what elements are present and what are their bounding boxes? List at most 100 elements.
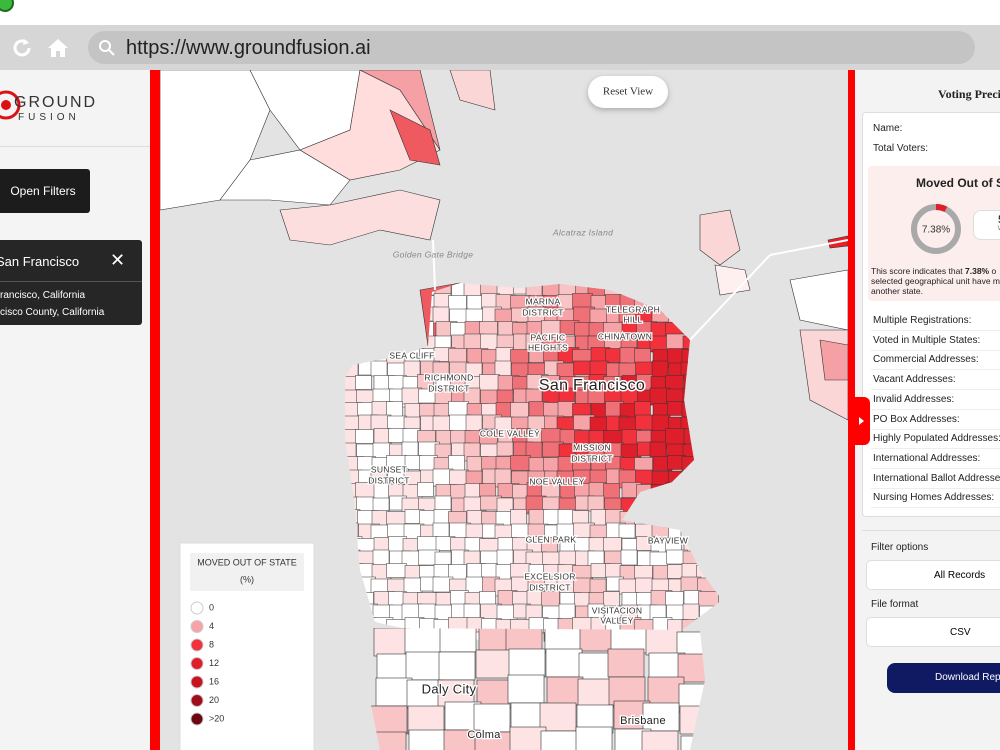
- map-label: HILL: [623, 314, 642, 324]
- tract: [370, 705, 408, 735]
- tract: [573, 577, 593, 594]
- tract: [539, 702, 577, 732]
- map-label: DISTRICT: [368, 475, 410, 485]
- tract: [508, 648, 546, 678]
- tract: [540, 730, 578, 750]
- divider: [0, 281, 142, 282]
- tract: [641, 730, 679, 750]
- location-line: cisco County, California: [0, 307, 105, 318]
- tract: [543, 509, 560, 525]
- legend-title: MOVED OUT OF STATE: [197, 557, 297, 567]
- tract: [370, 360, 388, 377]
- map-label: PACIFIC: [530, 332, 565, 342]
- side-value: 5: [988, 214, 1000, 226]
- row-divider: [871, 428, 1000, 430]
- tract: [408, 729, 446, 750]
- tract: [665, 375, 684, 390]
- tract: [546, 676, 584, 706]
- legend-label: 8: [209, 639, 214, 649]
- tract: [509, 726, 547, 750]
- field-label: Name:: [873, 123, 903, 134]
- field-label: Commercial Addresses:: [873, 354, 979, 366]
- tract: [635, 414, 653, 431]
- score-box: Moved Out of St 7.38% 5 Va This score in…: [868, 166, 1000, 301]
- description-text: o: [991, 266, 997, 276]
- tract: [375, 677, 413, 707]
- map-label: HEIGHTS: [528, 342, 568, 352]
- download-button[interactable]: Download Rep: [887, 663, 1000, 693]
- tract: [510, 455, 531, 471]
- score-donut: 7.38%: [911, 204, 961, 254]
- legend-label: 16: [209, 676, 219, 686]
- row-divider: [871, 369, 1000, 371]
- tract: [438, 651, 476, 681]
- url-bar[interactable]: https://www.groundfusion.ai: [88, 31, 975, 64]
- field-label: Voted in Multiple States:: [873, 334, 981, 346]
- legend-label: >20: [209, 713, 224, 723]
- city-label: San Francisco: [539, 377, 645, 394]
- tract: [620, 549, 638, 566]
- donut-arc: [935, 204, 948, 213]
- sidebar: GROUND FUSION Open Filters San Francisco…: [0, 70, 150, 750]
- tract: [448, 401, 469, 416]
- tract: [666, 388, 686, 404]
- tract: [417, 536, 438, 551]
- reset-view-text: Reset View: [603, 86, 653, 98]
- tract: [647, 676, 685, 706]
- row-divider: [871, 349, 1000, 351]
- tract: [405, 651, 443, 681]
- tract-group: [370, 628, 705, 750]
- side-box: 5 Va: [973, 210, 1000, 240]
- field-label: Multiple Registrations:: [873, 315, 972, 326]
- city-label: Colma: [467, 729, 501, 741]
- nav-icons[interactable]: [10, 37, 70, 59]
- window-button[interactable]: [0, 0, 14, 12]
- field-label: Nursing Homes Addresses:: [873, 492, 995, 504]
- open-filters-button[interactable]: Open Filters: [0, 169, 90, 213]
- tract: [387, 578, 407, 594]
- tract: [573, 360, 591, 376]
- tract: [541, 428, 562, 444]
- reset-view-button[interactable]: Reset View: [588, 76, 668, 108]
- field-label: Invalid Addresses:: [873, 393, 955, 405]
- marin-area: [159, 70, 849, 421]
- tract: [370, 524, 390, 540]
- tract: [541, 591, 560, 607]
- tract: [355, 429, 374, 444]
- map-label: SUNSET: [371, 464, 407, 474]
- tract: [439, 628, 477, 653]
- location-title: San Francisco: [0, 254, 80, 269]
- tract: [545, 648, 583, 678]
- map-label: VISITACION: [592, 605, 643, 615]
- panel-toggle[interactable]: [848, 397, 870, 445]
- tract: [373, 628, 411, 657]
- tract: [480, 333, 498, 351]
- window-top: [0, 0, 1000, 25]
- tract: [635, 469, 653, 485]
- tract: [480, 389, 500, 405]
- map[interactable]: Golden Gate Bridge Alcatraz Island MARIN…: [150, 70, 855, 750]
- toggle-arrow: [859, 417, 864, 425]
- right-panel: Voting Preci Name: Total Voters: Moved O…: [855, 70, 1000, 750]
- tract: [665, 428, 686, 446]
- legend-swatch: [190, 601, 204, 615]
- filter-select[interactable]: All Records: [866, 560, 1000, 590]
- format-select[interactable]: CSV: [866, 617, 1000, 647]
- location-card: San Francisco ✕ rancisco, California cis…: [0, 240, 142, 325]
- tract: [417, 482, 434, 497]
- tract: [642, 702, 680, 732]
- close-button[interactable]: ✕: [110, 250, 126, 270]
- legend-label: 20: [209, 695, 219, 705]
- tract: [667, 401, 684, 416]
- description-text: another state.: [871, 286, 923, 296]
- tract: [649, 441, 667, 458]
- tract: [587, 495, 605, 512]
- score-value: 7.38%: [922, 225, 950, 236]
- tract: [407, 705, 445, 735]
- row-divider: [871, 487, 1000, 489]
- map-border-left: [150, 70, 160, 750]
- map-label: SEA CLIFF: [389, 350, 434, 360]
- field-label: International Ballot Addresse: [873, 472, 1000, 484]
- row-divider: [871, 408, 1000, 410]
